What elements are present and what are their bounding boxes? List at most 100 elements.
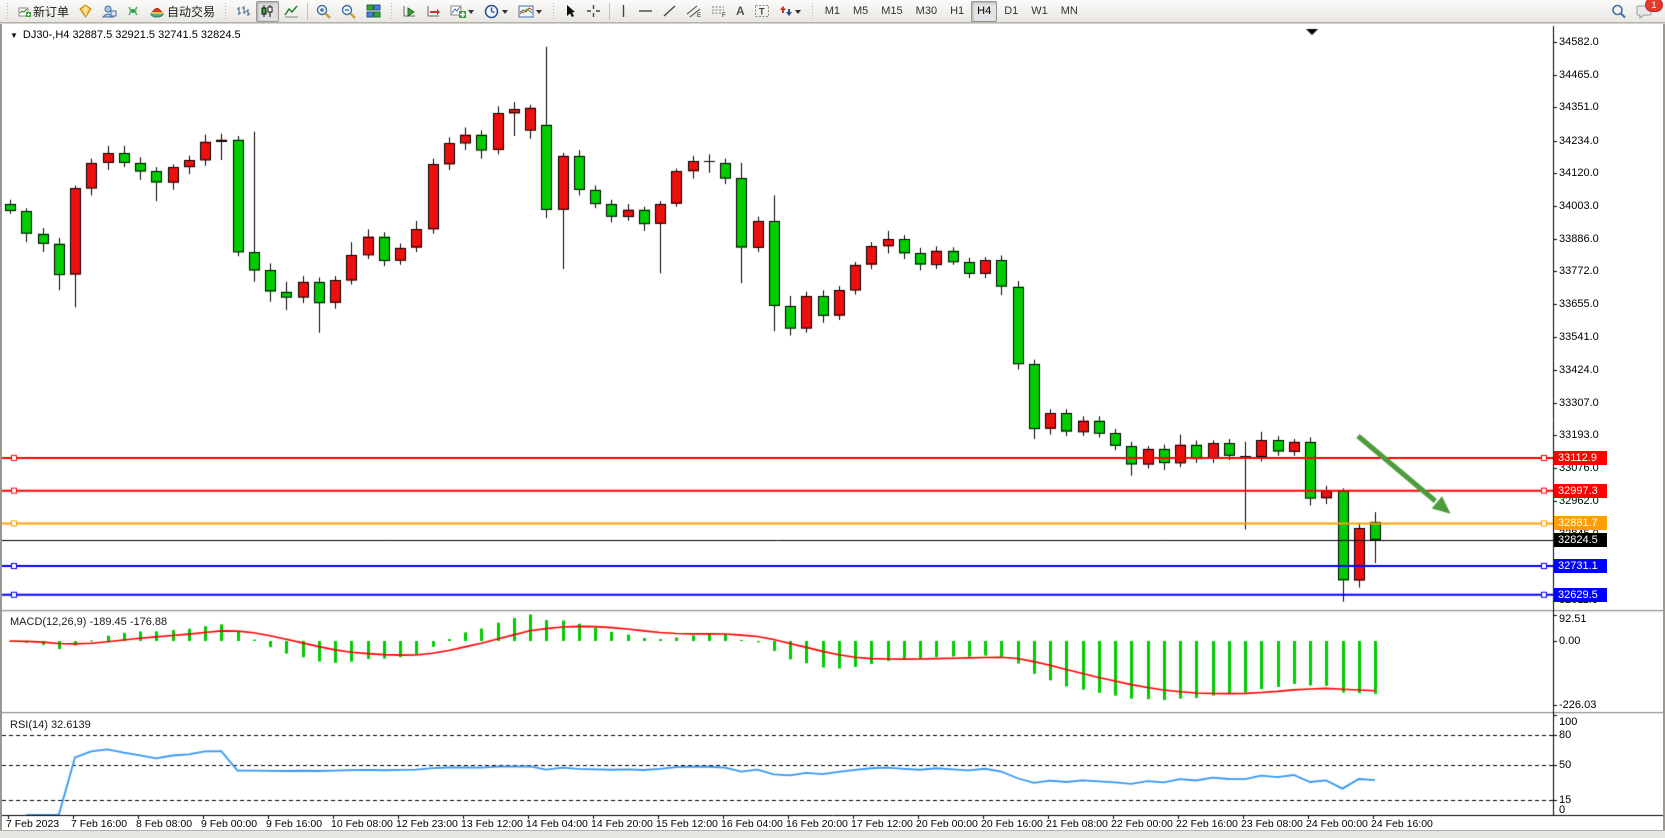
time-axis-label: 7 Feb 2023 <box>6 818 60 830</box>
timeframe-button-h4[interactable]: H4 <box>971 0 998 22</box>
time-axis-label: 22 Feb 16:00 <box>1176 818 1238 830</box>
rsi-indicator-label: RSI(14) 32.6139 <box>10 719 91 731</box>
text-label-button[interactable]: T <box>750 1 774 22</box>
timeframe-bar: M1 M5 M15 M30 H1 H4 D1 W1 MN <box>819 0 1084 22</box>
chart-canvas[interactable] <box>2 24 1663 824</box>
price-axis-tick: 33655.0 <box>1559 298 1599 311</box>
accounts-button[interactable] <box>98 1 121 22</box>
crosshair-button[interactable] <box>582 1 605 22</box>
indicators-button[interactable] <box>446 1 479 22</box>
timeframe-button-h1[interactable]: H1 <box>950 5 965 17</box>
time-axis-label: 22 Feb 00:00 <box>1111 818 1173 830</box>
price-axis-tick: 34351.0 <box>1559 101 1599 114</box>
horizontal-line-button[interactable] <box>634 1 657 22</box>
zoom-out-icon <box>341 4 357 19</box>
search-button[interactable] <box>1607 1 1631 22</box>
timeframe-button-m30[interactable]: M30 <box>915 5 938 17</box>
deposit-button[interactable] <box>74 1 97 22</box>
toolbar-separator <box>609 2 611 20</box>
rsi-axis-tick: 50 <box>1559 759 1572 771</box>
periods-caret[interactable] <box>502 10 509 17</box>
new-order-button[interactable]: 新订单 <box>14 1 73 22</box>
text-button[interactable]: A <box>732 1 749 22</box>
price-axis-tick: 33193.0 <box>1559 429 1599 442</box>
toolbar-grip[interactable] <box>223 3 229 19</box>
auto-trading-label: 自动交易 <box>167 4 216 19</box>
price-axis-tick: 33541.0 <box>1559 330 1599 343</box>
svg-text:F: F <box>722 13 726 18</box>
chart-shift-button[interactable] <box>422 1 445 22</box>
trendline-button[interactable] <box>658 1 681 22</box>
arrows-button[interactable] <box>775 1 806 22</box>
text-label-icon: T <box>754 4 770 18</box>
rsi-axis-tick: 80 <box>1559 729 1572 741</box>
crosshair-icon <box>586 4 601 18</box>
auto-trading-button[interactable]: 自动交易 <box>146 1 219 22</box>
timeframe-button-mn[interactable]: MN <box>1060 5 1078 17</box>
time-axis-label: 14 Feb 20:00 <box>591 818 653 830</box>
templates-button[interactable] <box>514 1 547 22</box>
time-axis-label: 9 Feb 00:00 <box>201 818 258 830</box>
periods-clock-icon <box>484 4 500 19</box>
time-axis-label: 23 Feb 08:00 <box>1241 818 1303 830</box>
chart-window: ▼ DJ30-,H4 32887.5 32921.5 32741.5 32824… <box>0 24 1665 831</box>
bar-chart-icon <box>236 4 251 18</box>
fibonacci-button[interactable]: F <box>707 1 731 22</box>
price-axis-tick: 33076.0 <box>1559 462 1599 475</box>
timeframe-button-m5[interactable]: M5 <box>852 5 869 17</box>
zoom-out-button[interactable] <box>337 1 361 22</box>
chat-button[interactable]: 1 <box>1632 0 1663 22</box>
price-axis-tick: 34120.0 <box>1559 166 1599 179</box>
one-click-trading-toggle-icon[interactable]: ▼ <box>10 30 18 40</box>
time-axis-label: 8 Feb 08:00 <box>136 818 193 830</box>
new-order-label: 新订单 <box>33 4 70 19</box>
time-axis-label: 10 Feb 08:00 <box>331 818 393 830</box>
chart-title: DJ30-,H4 32887.5 32921.5 32741.5 32824.5 <box>22 29 241 41</box>
search-icon <box>1611 4 1627 19</box>
time-axis-label: 9 Feb 16:00 <box>266 818 323 830</box>
cursor-button[interactable] <box>560 1 581 22</box>
tile-windows-button[interactable] <box>362 1 385 22</box>
line-chart-button[interactable] <box>280 1 303 22</box>
zoom-in-button[interactable] <box>312 1 336 22</box>
timeframe-button-m15[interactable]: M15 <box>881 5 903 17</box>
notification-badge: 1 <box>1645 0 1663 12</box>
price-level-badge: 32881.7 <box>1554 516 1607 531</box>
price-level-badge: 32629.5 <box>1554 587 1607 602</box>
toolbar-grip[interactable] <box>389 3 395 19</box>
time-axis-label: 21 Feb 08:00 <box>1046 818 1108 830</box>
indicators-caret[interactable] <box>468 10 475 17</box>
time-axis-label: 14 Feb 04:00 <box>526 818 588 830</box>
text-icon: A <box>736 4 745 18</box>
trendline-icon <box>662 4 677 18</box>
candlestick-chart-button[interactable] <box>256 0 280 22</box>
timeframe-button-w1[interactable]: W1 <box>1031 5 1048 17</box>
time-axis-label: 24 Feb 00:00 <box>1306 818 1368 830</box>
templates-caret[interactable] <box>536 10 543 17</box>
chart-title-bar: ▼ DJ30-,H4 32887.5 32921.5 32741.5 32824… <box>10 29 241 41</box>
arrows-caret[interactable] <box>794 10 801 17</box>
tile-windows-icon <box>366 4 381 18</box>
price-axis-tick: 33886.0 <box>1559 233 1599 246</box>
horizontal-line-icon <box>638 4 653 18</box>
timeframe-button-m1[interactable]: M1 <box>824 5 840 17</box>
gold-diamond-icon <box>78 4 93 18</box>
macd-indicator-label: MACD(12,26,9) -189.45 -176.88 <box>10 616 168 628</box>
timeframe-button-d1[interactable]: D1 <box>1004 5 1019 17</box>
toolbar-grip[interactable] <box>5 3 10 19</box>
rsi-axis-tick: 15 <box>1559 794 1572 806</box>
auto-scroll-button[interactable] <box>398 1 421 22</box>
toolbar-grip[interactable] <box>551 3 557 19</box>
equidistant-channel-button[interactable]: E <box>682 1 706 22</box>
bar-chart-button[interactable] <box>232 1 255 22</box>
price-axis-tick: 34582.0 <box>1559 36 1599 48</box>
toolbar-grip[interactable] <box>809 3 815 19</box>
time-axis-label: 12 Feb 23:00 <box>396 818 458 830</box>
periods-button[interactable] <box>480 1 513 22</box>
rsi-axis-tick: 0 <box>1559 804 1566 816</box>
vertical-line-button[interactable] <box>614 1 633 22</box>
current-price-badge: 32824.5 <box>1554 532 1607 547</box>
zoom-in-icon <box>316 4 332 19</box>
signals-button[interactable] <box>122 1 145 22</box>
